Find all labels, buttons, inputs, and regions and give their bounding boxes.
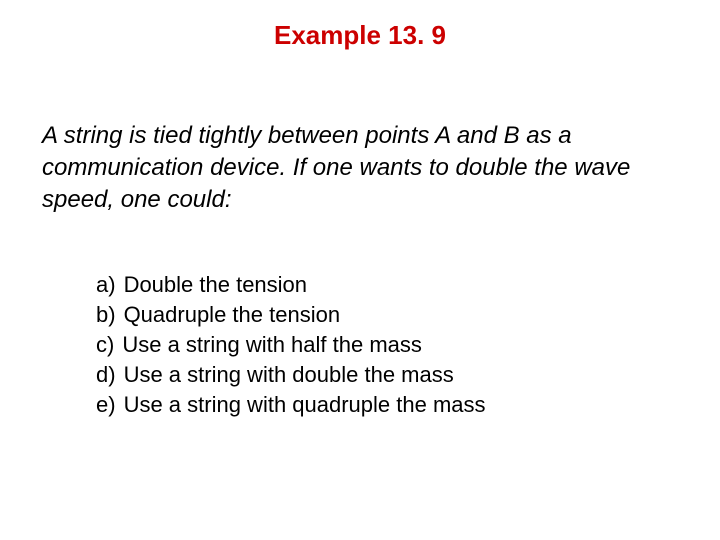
question-text: A string is tied tightly between points … [42, 120, 662, 216]
option-row: c) Use a string with half the mass [96, 330, 486, 360]
option-text: Double the tension [124, 270, 307, 300]
option-row: a) Double the tension [96, 270, 486, 300]
option-label: b) [96, 300, 116, 330]
option-label: d) [96, 360, 116, 390]
option-text: Use a string with quadruple the mass [124, 390, 486, 420]
option-row: b) Quadruple the tension [96, 300, 486, 330]
option-text: Quadruple the tension [124, 300, 341, 330]
option-label: c) [96, 330, 114, 360]
option-label: e) [96, 390, 116, 420]
option-row: d) Use a string with double the mass [96, 360, 486, 390]
option-text: Use a string with double the mass [124, 360, 454, 390]
example-title: Example 13. 9 [0, 0, 720, 51]
option-row: e) Use a string with quadruple the mass [96, 390, 486, 420]
option-label: a) [96, 270, 116, 300]
option-text: Use a string with half the mass [122, 330, 422, 360]
options-list: a) Double the tension b) Quadruple the tens… [96, 270, 486, 420]
